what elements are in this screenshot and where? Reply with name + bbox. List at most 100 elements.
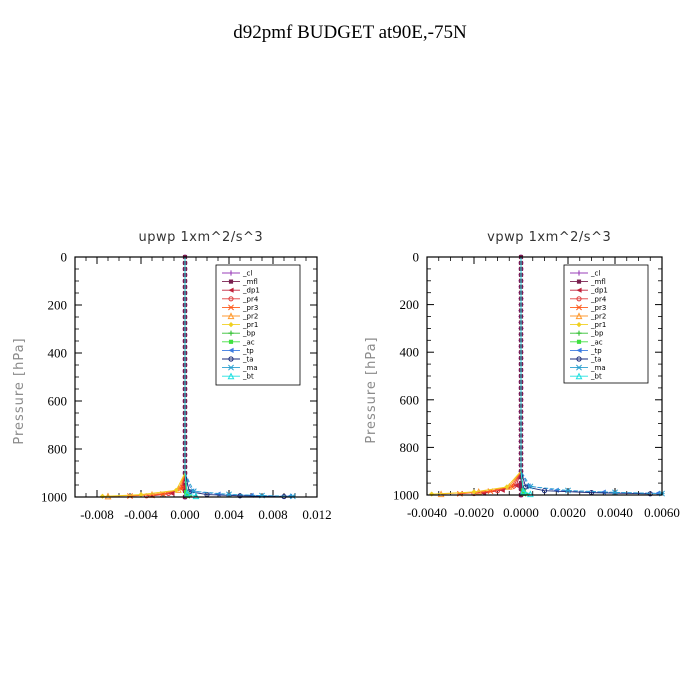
legend-marker-mfl (228, 279, 234, 284)
series-marker-dp1 (180, 484, 186, 490)
legend-marker-ma (576, 364, 582, 371)
y-tick-label: 1000 (393, 488, 419, 503)
legend-label-pr4: _pr4 (590, 295, 607, 303)
legend-label-dp1: _dp1 (242, 287, 260, 295)
legend-marker-pr4 (228, 296, 234, 302)
series-marker-pr1 (504, 484, 510, 490)
legend-label-bp: _bp (242, 330, 256, 338)
x-tick-label: 0.0000 (503, 505, 539, 520)
legend-label-bp: _bp (590, 330, 604, 338)
y-tick-label: 1000 (41, 490, 67, 505)
figure-title: d92pmf BUDGET at90E,-75N (233, 22, 467, 43)
legend-label-bt: _bt (590, 373, 602, 381)
y-tick-label: 200 (48, 298, 68, 313)
y-tick-label: 0 (61, 250, 68, 265)
legend-marker-bt (227, 372, 235, 380)
series-marker-mfl (518, 486, 524, 492)
series-line-pr1 (431, 257, 522, 495)
series-line-pr2 (441, 257, 522, 495)
series-line-pr2 (107, 257, 186, 497)
series-marker-mfl (518, 475, 524, 480)
vpwp-panel: vpwp 1xm^2/s^3 Pressure [hPa] 0 200 400 600 80… (364, 230, 680, 520)
y-tick-label: 0 (413, 250, 420, 265)
legend-marker-tp (576, 347, 582, 353)
legend-marker-bp (576, 330, 582, 336)
legend-marker-bt (575, 372, 583, 380)
series-marker-ma (289, 493, 296, 500)
panel-title: upwp 1xm^2/s^3 (139, 230, 264, 245)
legend-label-pr4: _pr4 (242, 295, 259, 303)
series-line-pr3 (129, 257, 186, 497)
legend-marker-dp1 (228, 287, 234, 293)
series-marker-pr3 (127, 493, 133, 499)
legend-marker-pr3 (576, 304, 582, 311)
series-marker-ta (541, 488, 548, 494)
series-line-bt (520, 257, 531, 495)
legend-marker-ta (576, 356, 582, 362)
series-marker-pr1 (429, 491, 435, 497)
legend-marker-tp (228, 347, 234, 353)
series-marker-tp (600, 489, 606, 495)
legend-label-mfl: _mfl (242, 278, 258, 286)
series-marker-mfl (518, 481, 524, 486)
series-marker-bt (183, 489, 191, 497)
series-marker-ma (612, 489, 618, 496)
panel-title: vpwp 1xm^2/s^3 (487, 230, 611, 245)
legend-marker-ac (228, 339, 234, 344)
series-line-ma (520, 257, 663, 495)
x-tick-label: 0.0060 (644, 505, 680, 520)
legend-label-ma: _ma (242, 364, 258, 372)
series-marker-ta (647, 491, 653, 497)
legend-marker-pr1 (576, 322, 582, 328)
series-line-pr4 (473, 257, 522, 495)
legend-label-ac: _ac (242, 338, 255, 346)
legend-label-ta: _ta (242, 356, 254, 364)
series-marker-ma (565, 487, 571, 494)
y-tick-label: 400 (48, 346, 68, 361)
upwp-panel: upwp 1xm^2/s^3 Pressure [hPa] 0 200 400 600 80… (12, 230, 332, 522)
plot-frame (74, 256, 318, 498)
y-tick-label: 400 (400, 345, 420, 360)
y-axis-label: Pressure [hPa] (364, 336, 379, 443)
legend-label-pr1: _pr1 (242, 321, 258, 329)
series-marker-ma (226, 491, 232, 498)
legend-label-tp: _tp (242, 347, 254, 355)
legend-label-ma: _ma (590, 364, 606, 372)
x-tick-label: -0.008 (80, 507, 114, 522)
legend-marker-cl (576, 270, 582, 276)
x-tick-label: 0.0020 (550, 505, 586, 520)
x-tick-label: -0.0040 (407, 505, 447, 520)
series-marker-bt (519, 487, 527, 495)
legend-marker-pr1 (228, 322, 234, 328)
series-marker-bt (526, 490, 534, 498)
legend-marker-ta (228, 356, 234, 362)
series-marker-pr1 (173, 487, 179, 493)
legend-marker-pr2 (227, 312, 235, 320)
series-marker-ma (190, 488, 197, 495)
legend-label-pr3: _pr3 (242, 304, 258, 312)
series-line-pr3 (459, 257, 522, 495)
y-tick-label: 600 (400, 392, 420, 407)
legend-marker-dp1 (576, 287, 582, 293)
x-tick-label: -0.0020 (454, 505, 494, 520)
legend-marker-ma (228, 364, 234, 371)
legend-marker-pr2 (575, 312, 583, 320)
series-marker-ta (523, 484, 529, 490)
legend-label-ta: _ta (590, 356, 602, 364)
legend-marker-pr3 (228, 304, 234, 311)
legend-label-pr3: _pr3 (590, 304, 606, 312)
legend-marker-pr4 (576, 296, 582, 302)
x-tick-label: -0.004 (124, 507, 158, 522)
legend-marker-mfl (576, 279, 582, 284)
series-line-dp1 (483, 257, 522, 494)
x-tick-label: 0.0040 (597, 505, 633, 520)
series-marker-bt (192, 492, 200, 500)
series-line-bt (184, 257, 197, 497)
plot-frame (426, 256, 663, 496)
legend-label-bt: _bt (242, 373, 254, 381)
y-tick-label: 800 (400, 440, 420, 455)
legend-marker-bp (228, 330, 234, 336)
legend-marker-cl (228, 270, 234, 276)
y-tick-label: 600 (48, 394, 68, 409)
